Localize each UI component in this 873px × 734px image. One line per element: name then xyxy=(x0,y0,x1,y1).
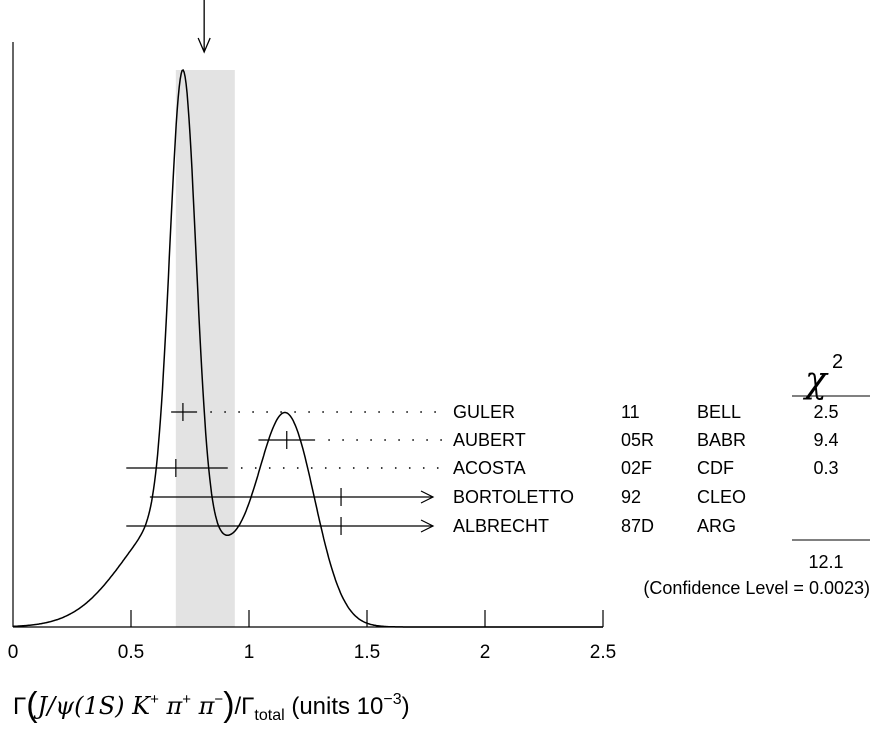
leader-dot xyxy=(356,439,358,441)
x-axis-tick-labels: 0 0.5 1 1.5 2 2.5 xyxy=(8,642,617,663)
x-axis-ticks xyxy=(130,610,604,627)
average-band xyxy=(175,70,235,627)
leader-dot xyxy=(240,467,243,469)
measurement-experiment: CLEO xyxy=(697,487,746,507)
leader-dot xyxy=(324,467,327,469)
leader-dot xyxy=(238,411,240,413)
measurement-row: ACOSTA 02F CDF 0.3 xyxy=(126,458,839,478)
leader-dot xyxy=(436,467,439,469)
leader-dot xyxy=(352,467,355,469)
leader-dot xyxy=(308,411,310,413)
leader-dot xyxy=(408,467,411,469)
measurement-author: ACOSTA xyxy=(453,458,526,478)
measurement-chi2: 2.5 xyxy=(813,402,838,422)
measurement-experiment: BELL xyxy=(697,402,741,422)
measurement-year: 92 xyxy=(621,487,641,507)
leader-dot xyxy=(282,467,285,469)
leader-dot xyxy=(406,411,408,413)
measurement-author: AUBERT xyxy=(453,430,526,450)
limit-arrow-head xyxy=(420,519,435,533)
leader-dot xyxy=(280,411,282,413)
leader-dot xyxy=(392,411,394,413)
leader-dot xyxy=(252,411,254,413)
measurement-chi2: 0.3 xyxy=(813,458,838,478)
leader-dot xyxy=(364,411,366,413)
x-tick-label: 0.5 xyxy=(118,642,144,663)
leader-dot xyxy=(380,467,383,469)
leader-dot xyxy=(336,411,338,413)
leader-dot xyxy=(370,439,372,441)
measurement-year: 02F xyxy=(621,458,652,478)
measurement-row: GULER 11 BELL 2.5 xyxy=(171,402,839,422)
measurement-author: GULER xyxy=(453,402,515,422)
chi2-header-exponent: 2 xyxy=(832,351,843,373)
leader-dot xyxy=(296,467,299,469)
measurement-year: 87D xyxy=(621,516,654,536)
leader-dot xyxy=(342,439,344,441)
measurement-chi2: 9.4 xyxy=(813,430,838,450)
leader-dot xyxy=(440,439,442,441)
measurement-author: ALBRECHT xyxy=(453,516,549,536)
leader-dot xyxy=(412,439,414,441)
leader-dot xyxy=(322,411,324,413)
leader-dot xyxy=(394,467,397,469)
leader-dot xyxy=(210,411,212,413)
leader-dot xyxy=(328,439,330,441)
measurement-row: AUBERT 05R BABR 9.4 xyxy=(258,430,839,450)
measurement-row: ALBRECHT 87D ARG xyxy=(126,516,736,536)
leader-dot xyxy=(266,411,268,413)
x-axis-label: Γ(J/ψ(1S) K+ π+ π−)/Γtotal (units 10−3) xyxy=(13,686,410,724)
measurement-experiment: ARG xyxy=(697,516,736,536)
measurement-author: BORTOLETTO xyxy=(453,487,574,507)
leader-dot xyxy=(338,467,341,469)
chi2-total: 12.1 xyxy=(808,552,843,572)
measurement-experiment: BABR xyxy=(697,430,746,450)
measurement-row: BORTOLETTO 92 CLEO xyxy=(149,487,746,507)
leader-dot xyxy=(224,411,226,413)
leader-dot xyxy=(434,411,436,413)
measurement-year: 05R xyxy=(621,430,654,450)
leader-dot xyxy=(366,467,369,469)
limit-arrow-head xyxy=(420,490,435,504)
leader-dot xyxy=(384,439,386,441)
confidence-level: (Confidence Level = 0.0023) xyxy=(643,578,870,598)
x-tick-label: 1 xyxy=(244,642,255,663)
leader-dot xyxy=(420,411,422,413)
x-tick-label: 0 xyxy=(8,642,19,663)
measurement-rows: GULER 11 BELL 2.5 AUBERT 05R BABR 9.4 ACOSTA 02F C… xyxy=(126,402,839,536)
leader-dot xyxy=(398,439,400,441)
ideogram-curve xyxy=(13,68,603,628)
leader-dot xyxy=(422,467,425,469)
x-tick-label: 1.5 xyxy=(354,642,380,663)
measurement-experiment: CDF xyxy=(697,458,734,478)
chi2-header: χ xyxy=(802,360,829,401)
leader-dot xyxy=(378,411,380,413)
leader-dot xyxy=(310,467,313,469)
measurement-year: 11 xyxy=(621,402,640,422)
leader-dot xyxy=(426,439,428,441)
average-arrow-icon xyxy=(197,0,211,54)
leader-dot xyxy=(254,467,257,469)
x-tick-label: 2.5 xyxy=(590,642,616,663)
leader-dot xyxy=(350,411,352,413)
leader-dot xyxy=(294,411,296,413)
x-tick-label: 2 xyxy=(480,642,491,663)
average-arrow-head xyxy=(197,37,211,54)
leader-dot xyxy=(268,467,271,469)
